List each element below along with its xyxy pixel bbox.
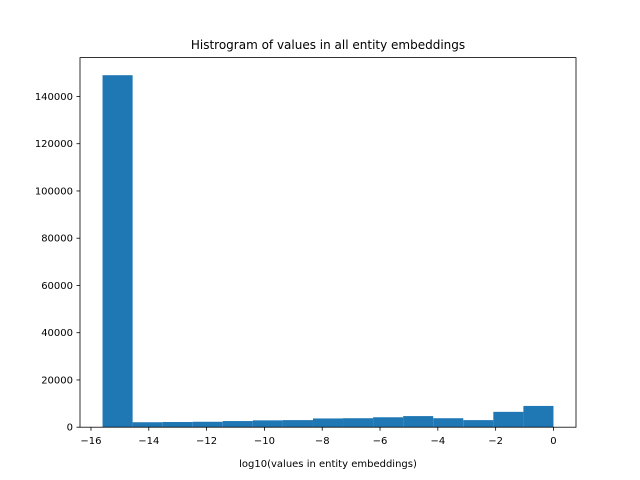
bar [312, 418, 344, 428]
x-tick-label: 0 [550, 436, 556, 447]
bar [162, 422, 193, 428]
x-tick-label: −4 [430, 436, 445, 447]
x-axis-label: log10(values in entity embeddings) [239, 459, 417, 470]
x-tick-label: −2 [488, 436, 503, 447]
y-tick-label: 140000 [35, 92, 73, 103]
y-tick-label: 60000 [41, 281, 73, 292]
bar [463, 420, 494, 428]
bar [282, 420, 313, 428]
y-tick-label: 20000 [41, 375, 73, 386]
y-tick-label: 120000 [35, 139, 73, 150]
chart-title: Histrogram of values in all entity embed… [191, 38, 465, 52]
x-tick-label: −10 [254, 436, 275, 447]
y-tick-label: 80000 [41, 234, 73, 245]
bar [222, 421, 253, 428]
bar [252, 420, 283, 428]
bar [343, 418, 374, 428]
bar [523, 405, 554, 428]
bar [373, 417, 404, 428]
bar [403, 416, 434, 428]
y-tick-label: 40000 [41, 328, 73, 339]
bar [433, 418, 464, 428]
x-tick-label: −6 [373, 436, 388, 447]
bar [192, 421, 223, 428]
axes-frame [79, 57, 577, 428]
bar [132, 422, 163, 428]
x-tick-label: −8 [315, 436, 330, 447]
x-tick-label: −16 [80, 436, 101, 447]
bar [102, 75, 133, 428]
y-tick-label: 100000 [35, 186, 73, 197]
x-tick-label: −12 [196, 436, 217, 447]
x-tick-label: −14 [138, 436, 159, 447]
bar [493, 411, 524, 428]
y-tick-label: 0 [67, 423, 73, 434]
